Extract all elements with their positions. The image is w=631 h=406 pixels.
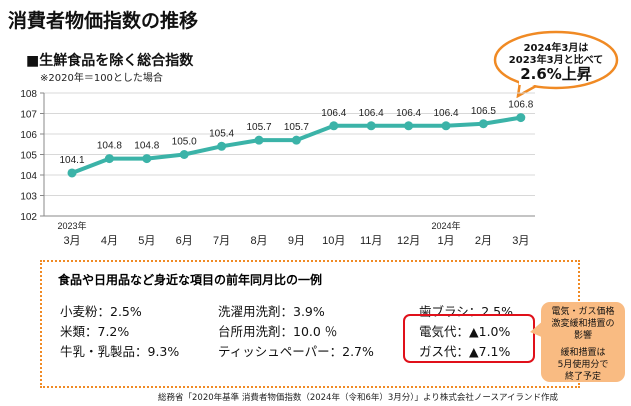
data-point — [291, 135, 301, 145]
data-label: 104.8 — [134, 141, 159, 152]
data-point — [329, 121, 339, 131]
note-line: 電気・ガス価格 — [551, 307, 615, 317]
callout-line1: 2024年3月は — [523, 43, 589, 54]
data-point — [254, 135, 264, 145]
bubble-pointer — [530, 320, 544, 338]
callout-line2: 2023年3月と比べて — [508, 55, 604, 66]
y-tick-label: 104 — [20, 171, 37, 182]
callout-bubble: 2024年3月は 2023年3月と比べて 2.6%上昇 — [492, 30, 620, 98]
examples-title: 食品や日用品など身近な項目の前年同月比の一例 — [58, 273, 323, 287]
note-line: 激変緩和措置の — [551, 319, 615, 329]
data-label: 105.7 — [246, 122, 271, 133]
data-point — [516, 113, 526, 123]
data-label: 106.8 — [508, 100, 533, 111]
note-line: 5月使用分で — [557, 360, 609, 370]
x-tick-label: 12月 — [397, 235, 420, 247]
data-point — [142, 154, 152, 164]
note-line: 緩和措置は — [560, 348, 606, 358]
item: 洗濯用洗剤：3.9% — [218, 304, 325, 319]
note-bubble: 電気・ガス価格 激変緩和措置の 影響 緩和措置は 5月使用分で 終了予定 — [541, 302, 625, 382]
item: 米類：7.2% — [60, 324, 130, 339]
year-label: 2024年 — [431, 220, 460, 231]
x-tick-label: 10月 — [322, 235, 345, 247]
data-point — [441, 121, 451, 131]
y-tick-label: 108 — [20, 89, 37, 100]
page-title: 消費者物価指数の推移 — [8, 10, 199, 32]
y-tick-label: 102 — [20, 212, 37, 223]
data-label: 106.5 — [471, 106, 496, 117]
item: 台所用洗剤：10.0 ％ — [218, 324, 338, 339]
x-tick-label: 9月 — [288, 235, 305, 247]
energy-highlight-box — [403, 314, 535, 363]
data-label: 104.8 — [97, 141, 122, 152]
data-label: 105.7 — [284, 122, 309, 133]
x-tick-label: 11月 — [360, 235, 382, 247]
y-tick-label: 106 — [20, 130, 37, 141]
data-label: 106.4 — [359, 108, 384, 119]
data-label: 105.4 — [209, 128, 234, 139]
data-point — [179, 150, 189, 159]
x-tick-label: 4月 — [101, 235, 118, 247]
x-tick-label: 3月 — [512, 235, 529, 247]
item-gas: ガス代：▲7.1% — [419, 344, 511, 359]
data-label: 104.1 — [59, 155, 84, 166]
note-line: 終了予定 — [564, 372, 601, 382]
y-tick-label: 103 — [20, 192, 37, 203]
x-tick-label: 1月 — [437, 235, 454, 247]
y-tick-label: 105 — [20, 151, 37, 162]
data-label: 105.0 — [172, 137, 197, 148]
chart-title: ■生鮮食品を除く総合指数 — [26, 53, 194, 69]
data-point — [478, 119, 488, 129]
x-tick-label: 8月 — [250, 235, 267, 247]
data-point — [104, 154, 114, 164]
data-label: 106.4 — [396, 108, 421, 119]
data-label: 106.4 — [321, 108, 346, 119]
note-line: 影響 — [573, 331, 592, 341]
item-electricity: 電気代：▲1.0% — [419, 324, 511, 339]
data-point — [404, 121, 414, 131]
data-label: 106.4 — [433, 108, 458, 119]
item: 小麦粉：2.5% — [60, 304, 142, 319]
source-footer: 総務省「2020年基準 消費者物価指数（2024年（令和6年）3月分）」より株式… — [158, 393, 559, 403]
x-tick-label: 5月 — [138, 235, 155, 247]
x-tick-label: 7月 — [213, 235, 230, 247]
data-point — [217, 141, 227, 151]
callout-line3: 2.6%上昇 — [520, 65, 592, 83]
item: 牛乳・乳製品：9.3% — [60, 344, 180, 359]
x-tick-label: 3月 — [63, 235, 80, 247]
line-chart: 102 103 104 105 106 107 108 104.1 3月 104.8 4月 104.8… — [20, 89, 535, 247]
x-tick-label: 6月 — [176, 235, 193, 247]
year-label: 2023年 — [57, 220, 86, 231]
x-tick-label: 2月 — [475, 235, 492, 247]
data-point — [67, 168, 77, 178]
y-tick-label: 107 — [20, 110, 37, 121]
chart-note: ※2020年＝100とした場合 — [40, 73, 163, 84]
item: ティッシュペーパー：2.7% — [218, 344, 374, 359]
data-point — [366, 121, 376, 131]
